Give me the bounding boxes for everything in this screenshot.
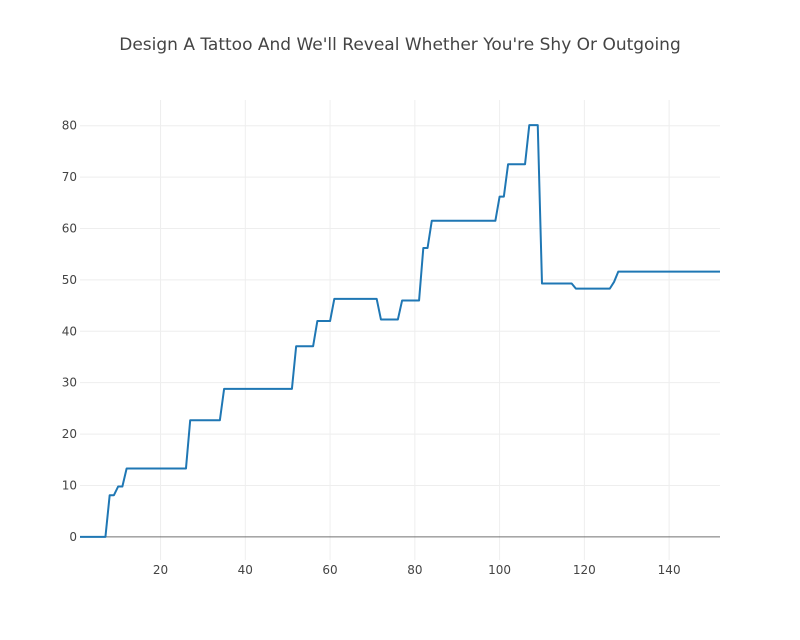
y-tick-label: 70 (62, 170, 77, 184)
y-tick-label: 20 (62, 427, 77, 441)
y-tick-label: 80 (62, 119, 77, 133)
x-tick-label: 140 (658, 563, 681, 577)
y-axis-tick-labels: 0 10 20 30 40 50 60 70 80 (62, 119, 77, 544)
y-tick-label: 30 (62, 376, 77, 390)
chart-title: Design A Tattoo And We'll Reveal Whether… (119, 35, 681, 55)
series-line (80, 124, 720, 538)
y-tick-label: 40 (62, 324, 77, 338)
y-tick-label: 50 (62, 273, 77, 287)
y-tick-label: 60 (62, 221, 77, 235)
x-tick-label: 60 (322, 563, 337, 577)
x-axis-tick-labels: 20 40 60 80 100 120 140 (153, 563, 681, 577)
x-tick-label: 40 (238, 563, 253, 577)
y-gridlines (80, 125, 720, 486)
x-tick-label: 100 (488, 563, 511, 577)
x-tick-label: 120 (573, 563, 596, 577)
y-tick-label: 0 (69, 530, 77, 544)
x-tick-label: 80 (407, 563, 422, 577)
y-tick-label: 10 (62, 478, 77, 492)
x-tick-label: 20 (153, 563, 168, 577)
